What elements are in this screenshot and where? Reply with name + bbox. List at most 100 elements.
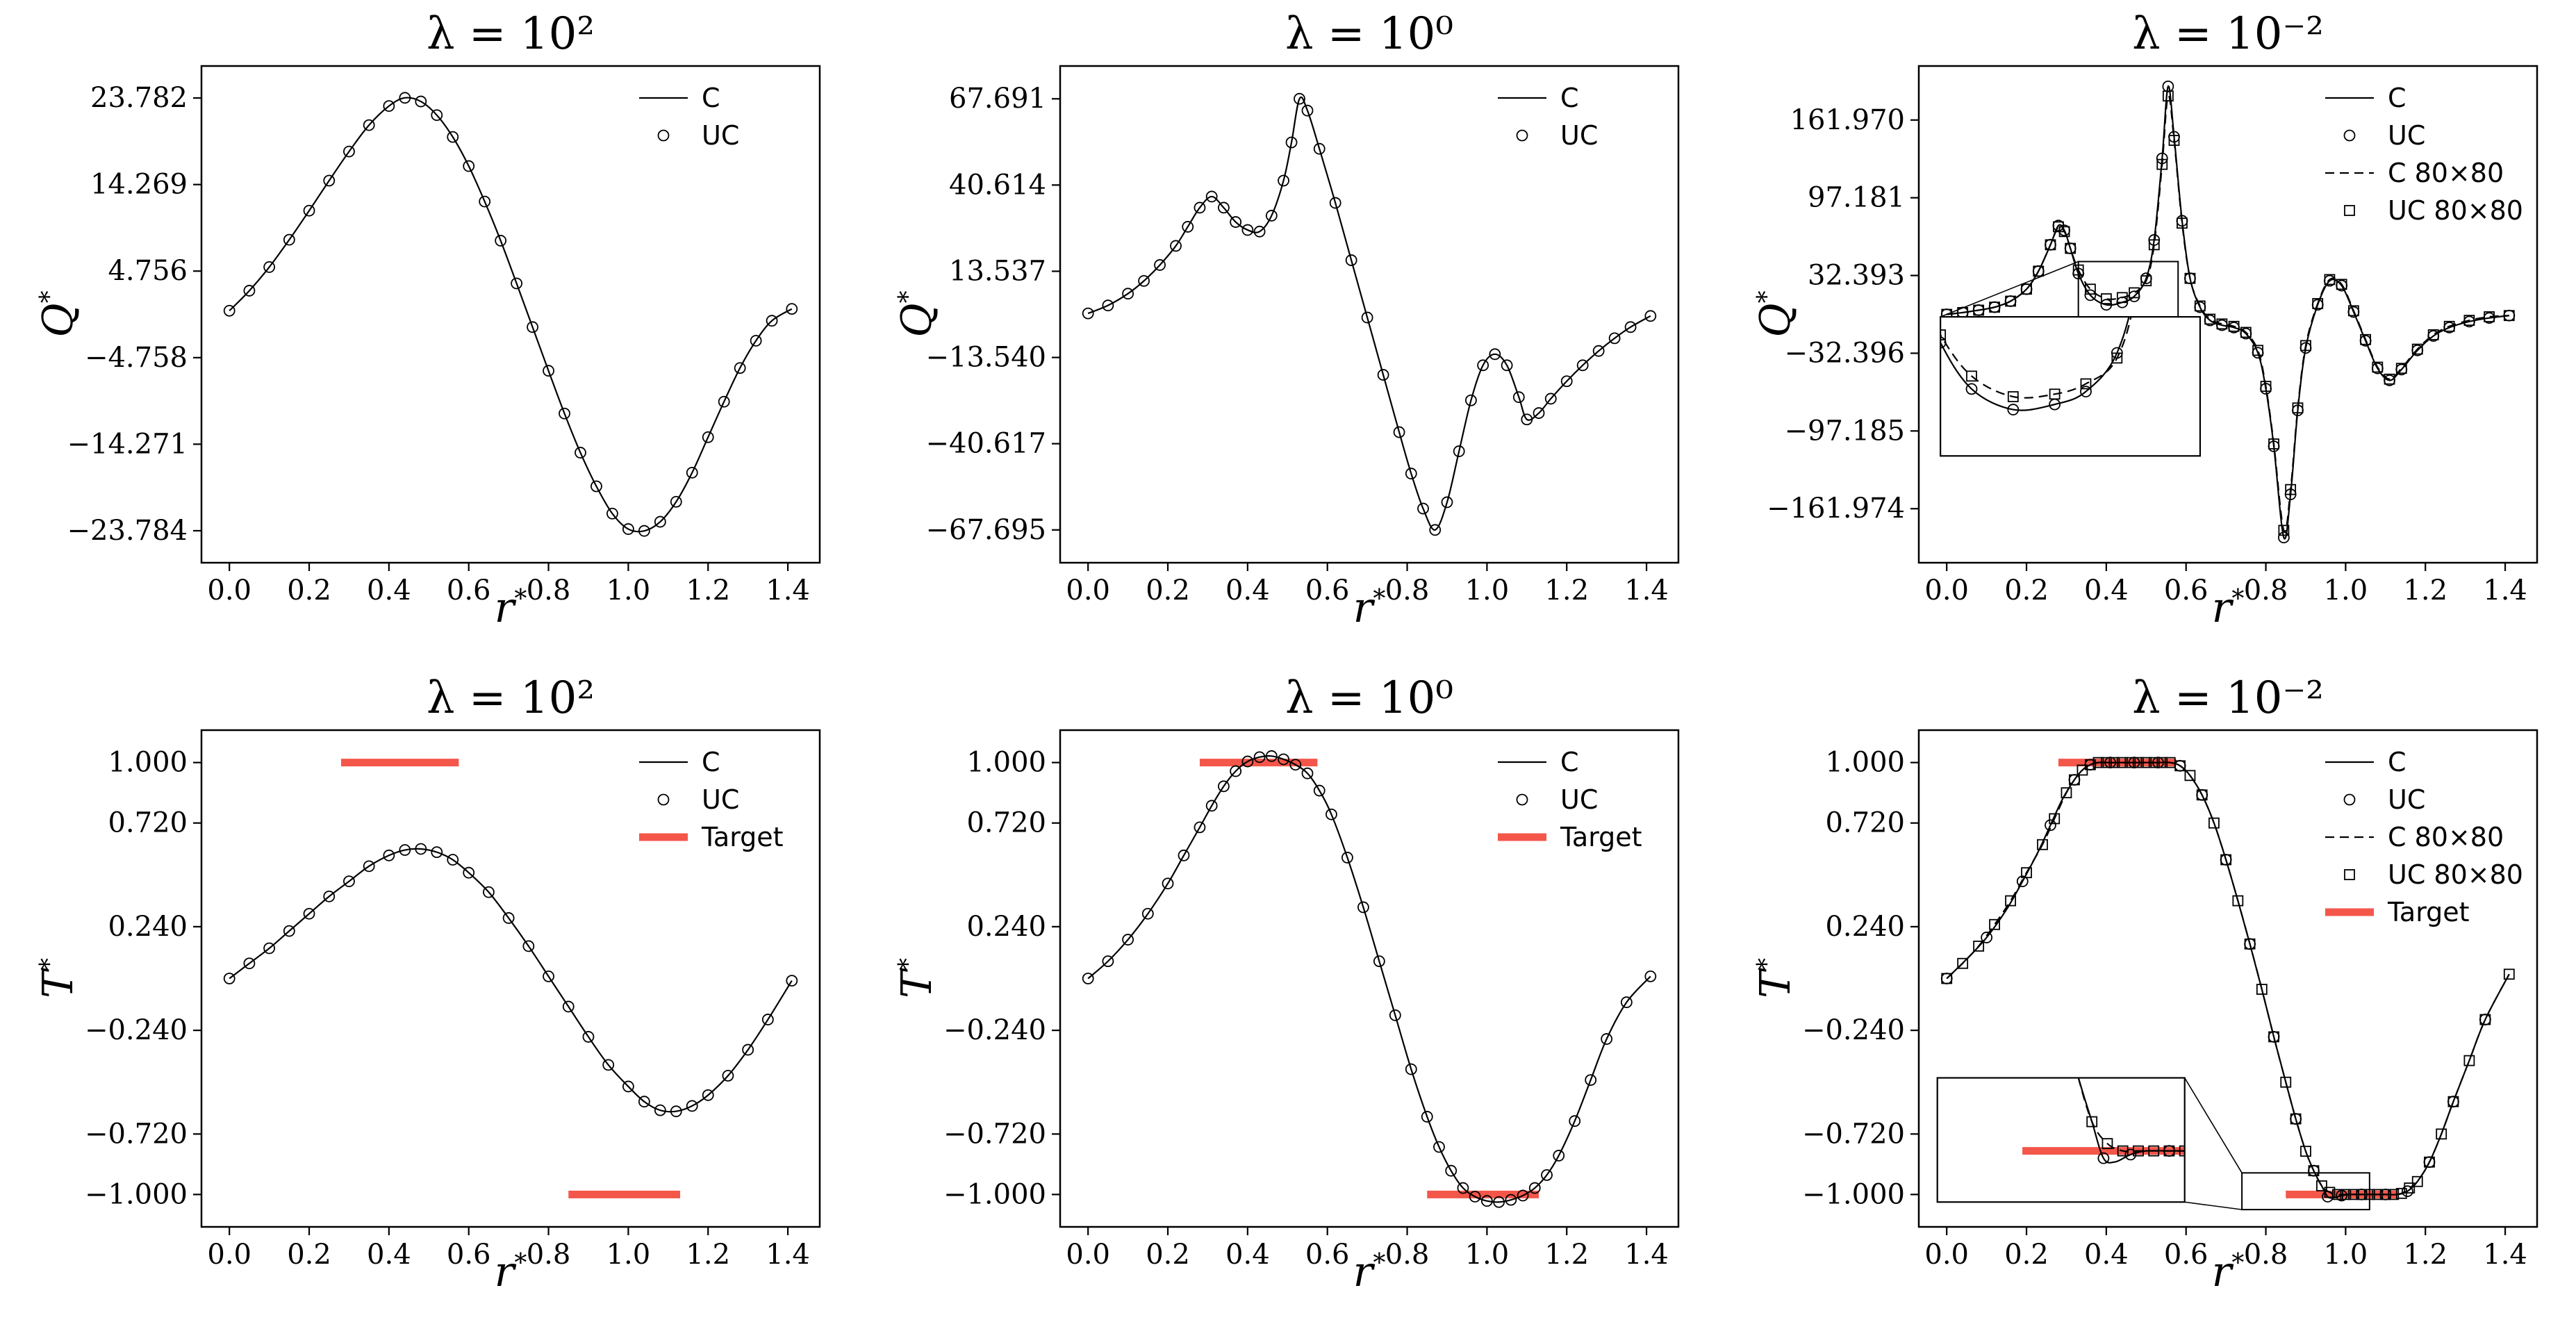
- y-axis-label: Q*: [34, 290, 83, 337]
- svg-text:0.8: 0.8: [1385, 575, 1430, 606]
- y-axis-superscript: *: [894, 290, 923, 304]
- x-axis-label: r*: [201, 584, 820, 632]
- svg-text:−0.720: −0.720: [85, 1118, 188, 1150]
- svg-text:4.756: 4.756: [108, 255, 188, 287]
- svg-text:UC: UC: [1560, 784, 1598, 815]
- svg-text:0.2: 0.2: [1146, 1239, 1190, 1271]
- svg-text:1.4: 1.4: [2483, 1239, 2527, 1271]
- svg-text:UC: UC: [702, 120, 739, 151]
- svg-text:0.6: 0.6: [2164, 1239, 2208, 1271]
- plot-canvas-t-lambda-1e0: 0.0 0.2 0.4 0.6 0.8 1.0 1.2 1.4 1.000 0.720 0.240 −…: [943, 729, 1680, 1271]
- svg-text:23.782: 23.782: [90, 82, 188, 114]
- y-axis-variable: T: [34, 970, 83, 999]
- y-axis-label: T*: [893, 958, 941, 998]
- svg-text:1.4: 1.4: [766, 1239, 810, 1271]
- svg-text:1.0: 1.0: [2324, 575, 2368, 606]
- x-axis-superscript: *: [2231, 585, 2245, 613]
- svg-text:C: C: [2388, 83, 2406, 113]
- x-axis-variable: r: [494, 584, 515, 632]
- svg-text:40.614: 40.614: [949, 169, 1046, 201]
- svg-text:C 80×80: C 80×80: [2388, 158, 2504, 188]
- subplot-t-lambda-1e0: 0.0 0.2 0.4 0.6 0.8 1.0 1.2 1.4 1.000 0.720 0.240 −…: [859, 664, 1717, 1328]
- y-axis-variable: Q: [893, 303, 941, 338]
- svg-text:0.0: 0.0: [207, 575, 251, 606]
- svg-text:0.8: 0.8: [2244, 575, 2288, 606]
- svg-text:C 80×80: C 80×80: [2388, 822, 2504, 852]
- svg-text:0.720: 0.720: [966, 807, 1046, 839]
- svg-text:0.4: 0.4: [1225, 1239, 1270, 1271]
- svg-text:1.2: 1.2: [2403, 575, 2447, 606]
- svg-text:−0.240: −0.240: [85, 1014, 188, 1046]
- y-axis-superscript: *: [1753, 290, 1781, 304]
- svg-text:0.6: 0.6: [1305, 1239, 1350, 1271]
- svg-text:UC: UC: [702, 784, 739, 815]
- y-axis-superscript: *: [35, 290, 64, 304]
- svg-text:C: C: [1560, 747, 1579, 777]
- svg-text:−1.000: −1.000: [1802, 1178, 1905, 1210]
- svg-text:C: C: [2388, 747, 2406, 777]
- svg-text:1.000: 1.000: [1825, 747, 1905, 779]
- svg-text:1.0: 1.0: [606, 575, 651, 606]
- svg-text:1.2: 1.2: [1544, 1239, 1589, 1271]
- svg-text:1.000: 1.000: [966, 747, 1046, 779]
- svg-text:0.8: 0.8: [2244, 1239, 2288, 1271]
- svg-text:−40.617: −40.617: [926, 428, 1046, 460]
- svg-text:0.0: 0.0: [1924, 1239, 1969, 1271]
- svg-text:32.393: 32.393: [1808, 260, 1905, 292]
- svg-text:0.4: 0.4: [367, 1239, 411, 1271]
- svg-text:0.6: 0.6: [447, 575, 491, 606]
- plot-canvas-q-lambda-1e0: 0.0 0.2 0.4 0.6 0.8 1.0 1.2 1.4 67.691 40.614 13.5…: [926, 65, 1680, 606]
- svg-text:0.2: 0.2: [2004, 575, 2049, 606]
- plot-title: λ = 10²: [427, 672, 595, 724]
- x-axis-variable: r: [2211, 1248, 2232, 1296]
- subplot-q-lambda-1e0: 0.0 0.2 0.4 0.6 0.8 1.0 1.2 1.4 67.691 40.614 13.5…: [859, 0, 1717, 664]
- y-axis-superscript: *: [35, 957, 64, 971]
- svg-text:1.2: 1.2: [2403, 1239, 2447, 1271]
- svg-text:0.0: 0.0: [1924, 575, 1969, 606]
- x-axis-variable: r: [2211, 584, 2232, 632]
- svg-text:C: C: [1560, 83, 1579, 113]
- plot-canvas-t-lambda-1e2: 0.0 0.2 0.4 0.6 0.8 1.0 1.2 1.4 1.000 0.720 0.240 −…: [85, 729, 821, 1271]
- svg-text:1.2: 1.2: [686, 1239, 730, 1271]
- svg-text:Target: Target: [701, 822, 784, 852]
- svg-text:−1.000: −1.000: [943, 1178, 1046, 1210]
- svg-text:0.720: 0.720: [108, 807, 188, 839]
- y-axis-variable: Q: [1751, 303, 1800, 338]
- svg-text:UC 80×80: UC 80×80: [2388, 859, 2523, 890]
- svg-text:−14.271: −14.271: [67, 428, 188, 460]
- svg-text:−0.240: −0.240: [943, 1014, 1046, 1046]
- svg-text:UC 80×80: UC 80×80: [2388, 195, 2523, 226]
- svg-text:0.6: 0.6: [2164, 575, 2208, 606]
- y-axis-label: Q*: [893, 290, 941, 337]
- y-axis-label: Q*: [1751, 290, 1800, 337]
- plot-title: λ = 10⁻²: [2132, 8, 2324, 60]
- svg-text:1.0: 1.0: [1465, 1239, 1510, 1271]
- svg-text:13.537: 13.537: [949, 255, 1046, 287]
- plot-canvas-q-lambda-1e2: 0.0 0.2 0.4 0.6 0.8 1.0 1.2 1.4 23.782 14.269 4.75…: [67, 65, 821, 606]
- x-axis-variable: r: [1353, 584, 1373, 632]
- svg-text:0.240: 0.240: [966, 911, 1046, 943]
- y-axis-label: T*: [1751, 958, 1800, 998]
- svg-text:−161.974: −161.974: [1767, 493, 1905, 525]
- svg-text:C: C: [702, 747, 720, 777]
- svg-text:0.8: 0.8: [1385, 1239, 1430, 1271]
- x-axis-label: r*: [1060, 584, 1678, 632]
- plot-title: λ = 10⁰: [1285, 8, 1453, 60]
- x-axis-variable: r: [1353, 1248, 1373, 1296]
- svg-text:0.0: 0.0: [1066, 575, 1110, 606]
- svg-text:0.2: 0.2: [2004, 1239, 2049, 1271]
- svg-text:14.269: 14.269: [90, 169, 188, 201]
- svg-text:0.4: 0.4: [2084, 575, 2129, 606]
- svg-text:Target: Target: [2387, 897, 2470, 927]
- x-axis-superscript: *: [2231, 1249, 2245, 1278]
- svg-text:C: C: [702, 83, 720, 113]
- svg-text:0.0: 0.0: [1066, 1239, 1110, 1271]
- svg-text:0.8: 0.8: [527, 1239, 571, 1271]
- subplot-q-lambda-1e-2: 0.0 0.2 0.4 0.6 0.8 1.0 1.2 1.4 161.970 97.181 32.…: [1717, 0, 2576, 664]
- svg-text:1.0: 1.0: [2324, 1239, 2368, 1271]
- svg-text:161.970: 161.970: [1790, 104, 1905, 136]
- svg-text:0.4: 0.4: [1225, 575, 1270, 606]
- svg-text:67.691: 67.691: [949, 83, 1046, 115]
- svg-text:1.0: 1.0: [1465, 575, 1510, 606]
- x-axis-variable: r: [494, 1248, 515, 1296]
